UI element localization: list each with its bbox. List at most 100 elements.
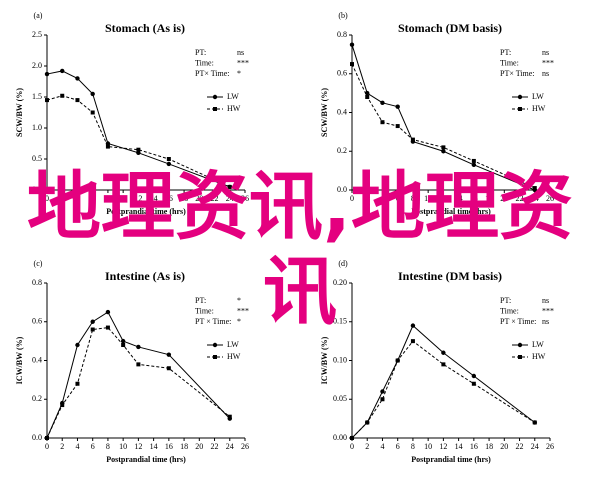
- legend-marker: [518, 107, 522, 111]
- point: [90, 91, 95, 97]
- legend-marker: [518, 355, 522, 359]
- point: [350, 436, 354, 440]
- point: [75, 381, 80, 386]
- x-tick-label: 4: [75, 194, 79, 203]
- stat-label: PT × Time:: [500, 317, 536, 326]
- point: [44, 71, 50, 77]
- stat-value: *: [237, 317, 241, 326]
- x-tick-label: 20: [195, 194, 203, 203]
- x-tick-label: 2: [365, 194, 369, 203]
- x-tick-label: 24: [531, 442, 539, 451]
- point: [90, 327, 95, 332]
- x-tick-label: 24: [531, 194, 539, 203]
- stat-value: ns: [542, 48, 549, 57]
- legend-marker: [212, 342, 218, 348]
- point: [75, 76, 80, 81]
- x-tick-label: 2: [60, 194, 64, 203]
- y-tick-label: 0.8: [337, 30, 347, 39]
- y-tick-label: 0.15: [333, 317, 347, 326]
- x-tick-label: 0: [45, 194, 49, 203]
- legend-label: LW: [227, 92, 239, 101]
- x-tick-label: 12: [439, 194, 447, 203]
- point: [441, 145, 446, 150]
- legend-label: LW: [532, 340, 544, 349]
- point: [350, 62, 354, 67]
- legend-marker: [213, 355, 217, 359]
- legend-label: HW: [227, 104, 241, 113]
- x-tick-label: 18: [485, 194, 493, 203]
- x-tick-label: 6: [91, 442, 95, 451]
- x-tick-label: 18: [180, 194, 188, 203]
- x-tick-label: 12: [439, 442, 447, 451]
- x-tick-label: 4: [380, 442, 384, 451]
- y-tick-label: 0.6: [32, 317, 42, 326]
- y-tick-label: 0.00: [333, 433, 347, 442]
- point: [75, 98, 80, 103]
- point: [441, 149, 446, 154]
- x-tick-label: 6: [396, 442, 400, 451]
- point: [441, 362, 446, 367]
- y-tick-label: 0.5: [32, 154, 42, 163]
- point: [365, 95, 370, 99]
- stat-label: PT:: [195, 296, 206, 305]
- x-tick-label: 8: [106, 194, 110, 203]
- point: [60, 68, 65, 74]
- point: [90, 319, 95, 324]
- legend-label: HW: [532, 104, 546, 113]
- stat-value: ns: [542, 317, 549, 326]
- x-tick-label: 0: [45, 442, 49, 451]
- x-tick-label: 10: [119, 442, 127, 451]
- overlay-text: 地理资讯,地理资讯: [26, 164, 574, 335]
- point: [136, 147, 141, 152]
- panel-label: (c): [34, 259, 43, 268]
- x-tick-label: 24: [226, 194, 234, 203]
- point: [395, 104, 400, 109]
- x-tick-label: 24: [226, 442, 234, 451]
- point: [365, 420, 370, 425]
- point: [45, 436, 49, 440]
- stat-value: ***: [237, 306, 249, 315]
- x-tick-label: 20: [500, 442, 508, 451]
- x-tick-label: 22: [211, 194, 219, 203]
- y-tick-label: 0.8: [32, 278, 42, 287]
- point: [471, 158, 476, 163]
- x-axis-label: Postprandial time (hrs): [106, 455, 186, 464]
- point: [166, 157, 171, 161]
- x-axis-label: Postprandial time (hrs): [106, 207, 186, 216]
- y-tick-label: 2.0: [32, 61, 42, 70]
- legend-marker: [517, 94, 523, 100]
- x-tick-label: 14: [455, 194, 463, 203]
- stat-value: ***: [237, 58, 249, 67]
- y-tick-label: 0.0: [337, 185, 347, 194]
- y-tick-label: 2.5: [32, 30, 42, 39]
- panel-label: (d): [338, 259, 348, 268]
- stat-value: ***: [542, 306, 554, 315]
- series-line: [46, 95, 230, 188]
- point: [105, 144, 110, 149]
- series-line: [351, 340, 536, 439]
- x-tick-label: 16: [165, 442, 173, 451]
- stat-value: ns: [542, 296, 549, 305]
- point: [227, 184, 232, 189]
- x-tick-label: 22: [211, 442, 219, 451]
- x-tick-label: 14: [455, 442, 463, 451]
- x-tick-label: 22: [516, 194, 524, 203]
- stat-label: PT:: [195, 48, 206, 57]
- chart-title: Stomach (DM basis): [398, 21, 502, 35]
- stat-label: PT × Time:: [195, 317, 231, 326]
- stat-label: Time:: [500, 306, 519, 315]
- y-axis-label: SCW/BW (%): [320, 88, 329, 137]
- x-tick-label: 10: [424, 442, 432, 451]
- legend-label: LW: [532, 92, 544, 101]
- point: [471, 373, 477, 379]
- series-line: [351, 63, 535, 189]
- x-tick-label: 6: [396, 194, 400, 203]
- y-tick-label: 0.0: [32, 433, 42, 442]
- stat-value: ***: [542, 58, 554, 67]
- x-tick-label: 14: [150, 194, 158, 203]
- point: [441, 350, 446, 355]
- x-axis-label: Postprandial time (hrs): [411, 207, 491, 216]
- legend-label: HW: [532, 352, 546, 361]
- y-tick-label: 0.4: [32, 355, 42, 364]
- x-tick-label: 20: [500, 194, 508, 203]
